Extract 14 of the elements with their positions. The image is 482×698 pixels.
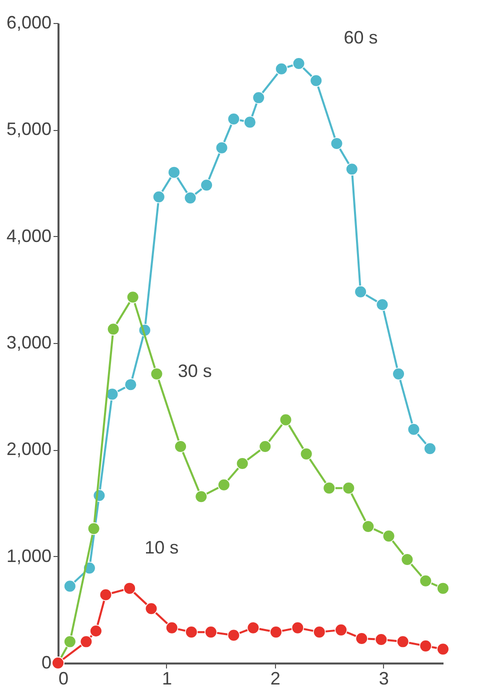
y-tick-label: 5,000	[6, 119, 52, 140]
x-tick-label: 1	[162, 668, 172, 688]
x-tick-label: 2	[270, 668, 280, 688]
y-tick-label: 3,000	[6, 332, 52, 352]
y-tick-label: 0	[41, 652, 52, 672]
y-tick-label: 4,000	[6, 226, 52, 246]
x-tick-label: 3	[378, 668, 389, 688]
text: 60 s	[344, 28, 378, 48]
y-tick-label: 2,000	[6, 439, 52, 460]
x-tick-label: 0	[58, 668, 69, 688]
y-tick-label: 6,000	[6, 12, 52, 32]
series-label: 10 s	[144, 537, 179, 558]
series-label: 30 s	[178, 361, 212, 382]
y-tick-label: 1,000	[6, 546, 52, 566]
